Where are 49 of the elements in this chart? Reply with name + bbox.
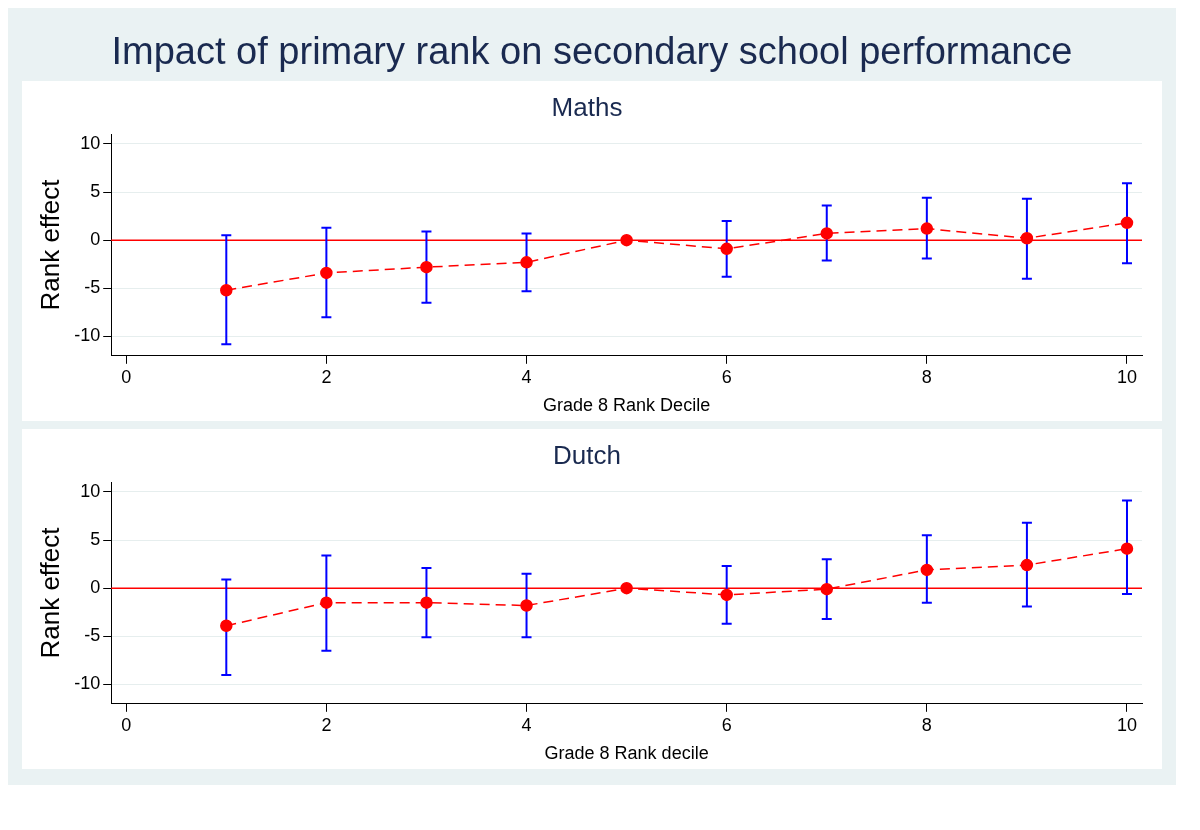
x-tick-label: 0 [121, 366, 132, 387]
point [320, 266, 333, 280]
y-tick-label: 0 [90, 229, 101, 250]
point [720, 588, 733, 602]
point [720, 242, 733, 256]
y-axis-title: Rank effect [34, 178, 65, 311]
x-tick-label: 2 [321, 366, 332, 387]
y-tick-label: -5 [84, 625, 101, 646]
point [220, 284, 233, 297]
x-tick-label: 4 [521, 714, 532, 735]
point [820, 227, 834, 240]
y-tick-label: -10 [74, 673, 101, 694]
x-tick-label: 0 [121, 714, 132, 735]
x-axis-title: Grade 8 Rank Decile [543, 395, 711, 416]
point [920, 222, 934, 235]
y-tick-label: -10 [74, 325, 101, 346]
chart-title: Dutch [553, 439, 621, 470]
chart-subtitle: Maths [551, 91, 623, 122]
point [520, 256, 533, 269]
y-tick-label: 5 [90, 528, 101, 549]
point [620, 233, 633, 247]
x-tick-label: 8 [921, 366, 932, 387]
x-tick-label: 2 [321, 714, 332, 735]
x-tick-label: 10 [1116, 366, 1137, 387]
point [420, 596, 433, 609]
x-tick-label: 4 [521, 366, 532, 387]
point [420, 260, 433, 274]
point [1120, 216, 1134, 230]
chart-title: Impact of primary rank on secondary school performance [110, 29, 1074, 74]
x-tick-label: 8 [921, 714, 932, 735]
point [820, 582, 834, 596]
y-tick-label: 10 [80, 132, 101, 153]
y-tick-label: 5 [90, 180, 101, 201]
point [320, 596, 333, 609]
x-axis-title: Grade 8 Rank decile [544, 743, 709, 764]
y-axis-title: Rank effect [34, 526, 65, 659]
point [920, 563, 934, 577]
y-tick-label: 0 [90, 577, 101, 598]
point [620, 581, 633, 595]
x-tick-label: 10 [1116, 714, 1137, 735]
y-tick-label: -5 [84, 277, 101, 298]
point [1020, 558, 1034, 572]
point [1020, 232, 1034, 245]
x-tick-label: 6 [721, 366, 732, 387]
point [520, 599, 533, 612]
x-tick-label: 6 [721, 714, 732, 735]
point [1120, 542, 1134, 555]
point [220, 619, 233, 633]
y-tick-label: 10 [80, 480, 101, 501]
